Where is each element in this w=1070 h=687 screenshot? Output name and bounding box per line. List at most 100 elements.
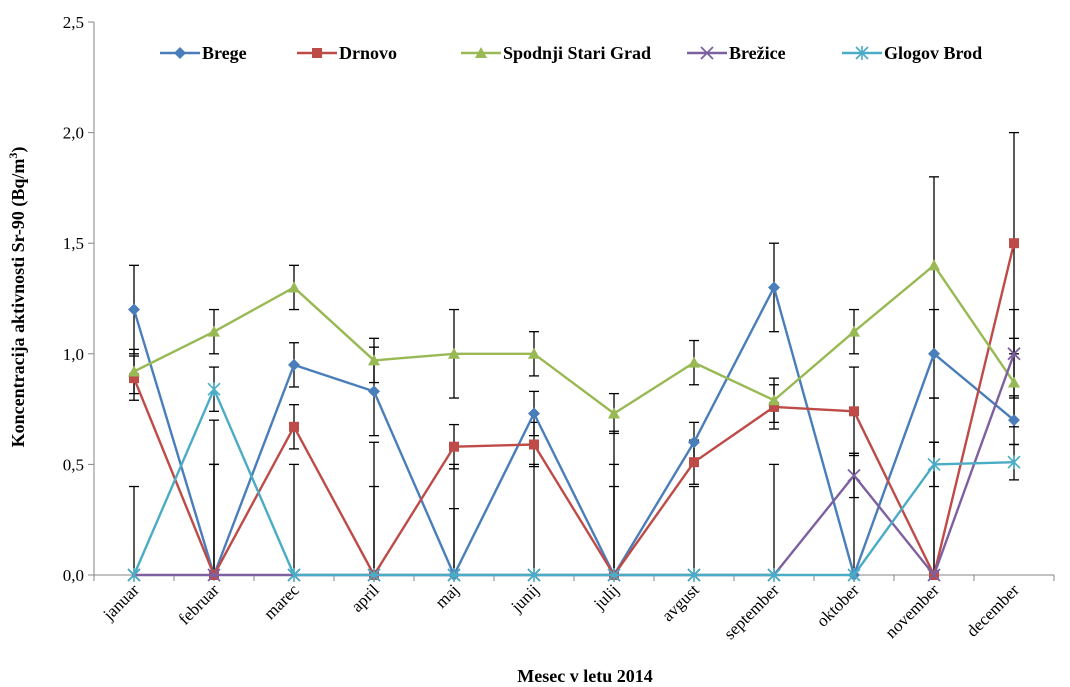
series-drnovo xyxy=(129,238,1019,580)
data-point xyxy=(448,347,460,359)
data-point xyxy=(529,439,539,450)
data-point xyxy=(287,568,301,582)
legend-label: Brege xyxy=(202,43,247,63)
marker-stroke xyxy=(847,468,861,483)
data-point xyxy=(527,568,541,582)
marker-stroke xyxy=(367,568,381,582)
marker-stroke xyxy=(847,568,861,582)
legend-item: Glogov Brod xyxy=(842,43,982,63)
data-point xyxy=(528,407,540,420)
marker-stroke xyxy=(207,382,221,397)
series-lines xyxy=(127,238,1021,582)
axes: 0,0 0,5 1,0 1,5 2,0 2,5 januar februar marec apri… xyxy=(63,13,1055,643)
legend-label: Glogov Brod xyxy=(884,43,982,63)
data-point xyxy=(688,356,700,368)
legend: Brege Drnovo Spodnji Stari Grad Brežice Glog… xyxy=(160,43,982,63)
data-point xyxy=(927,568,941,582)
data-point xyxy=(312,48,322,58)
data-point xyxy=(849,406,859,417)
y-tick-label: 0,5 xyxy=(63,455,84,474)
series-line xyxy=(132,242,1016,577)
data-point xyxy=(689,457,699,468)
x-tick-label: januar xyxy=(99,580,143,624)
data-point xyxy=(129,373,139,384)
data-point xyxy=(475,47,487,58)
marker-stroke xyxy=(607,568,621,582)
y-axis-title-main: Koncentracija aktivnosti Sr-90 (Bq/m xyxy=(8,159,29,448)
data-point xyxy=(528,347,540,359)
data-point xyxy=(927,457,941,472)
marker-stroke xyxy=(767,568,781,582)
series-brege xyxy=(128,281,1020,581)
data-point xyxy=(127,568,141,582)
data-point xyxy=(847,568,861,582)
data-point xyxy=(767,568,781,582)
legend-item: Brežice xyxy=(687,43,786,63)
y-axis-title-superscript: 3 xyxy=(6,153,20,159)
marker-stroke xyxy=(927,568,941,582)
series-spodnji-stari-grad xyxy=(128,259,1020,419)
data-point xyxy=(207,568,221,582)
y-tick-label: 2,5 xyxy=(63,13,84,32)
data-point xyxy=(847,468,861,483)
data-point xyxy=(207,382,221,397)
legend-label: Spodnji Stari Grad xyxy=(503,43,651,63)
data-point xyxy=(768,281,780,294)
data-point xyxy=(1007,347,1021,361)
marker-stroke xyxy=(1007,455,1021,470)
series-glogov-brod xyxy=(127,382,1021,582)
data-point xyxy=(687,568,701,582)
data-point xyxy=(288,358,300,371)
data-point xyxy=(128,303,140,316)
marker-stroke xyxy=(687,568,701,582)
data-point xyxy=(449,441,459,452)
data-point xyxy=(368,385,380,398)
data-point xyxy=(848,325,860,337)
x-tick-label: december xyxy=(963,580,1023,640)
legend-item: Brege xyxy=(160,43,247,63)
x-tick-label: oktober xyxy=(813,580,863,630)
data-point xyxy=(367,568,381,582)
data-point xyxy=(928,259,940,271)
data-point xyxy=(1008,414,1020,427)
y-tick-label: 0,0 xyxy=(63,566,84,585)
data-point xyxy=(608,407,620,419)
data-point xyxy=(208,325,220,337)
legend-item: Spodnji Stari Grad xyxy=(461,43,651,63)
series-line xyxy=(132,286,1015,577)
x-tick-label: maj xyxy=(431,580,462,611)
legend-label: Drnovo xyxy=(339,43,397,63)
data-point xyxy=(607,568,621,582)
x-tick-label: februar xyxy=(175,580,223,628)
data-point xyxy=(855,46,869,60)
y-axis-title-close: ) xyxy=(8,147,29,153)
x-tick-label: junij xyxy=(507,580,543,616)
x-tick-label: november xyxy=(881,580,943,642)
y-axis-title: Koncentracija aktivnosti Sr-90 (Bq/m3) xyxy=(6,147,29,448)
x-tick-label: julij xyxy=(589,580,623,614)
data-point xyxy=(1007,455,1021,470)
legend-label: Brežice xyxy=(729,43,786,63)
data-point xyxy=(128,365,140,377)
x-tick-label: april xyxy=(347,580,383,616)
y-tick-label: 1,0 xyxy=(63,345,84,364)
y-tick-label: 1,5 xyxy=(63,234,84,253)
marker-stroke xyxy=(207,568,221,582)
marker-stroke xyxy=(287,568,301,582)
y-tick-label: 2,0 xyxy=(63,124,84,143)
x-tick-label: marec xyxy=(260,580,303,623)
marker-stroke xyxy=(527,568,541,582)
data-point xyxy=(768,394,780,406)
legend-item: Drnovo xyxy=(297,43,397,63)
data-point xyxy=(368,354,380,366)
series-line xyxy=(134,353,1016,577)
marker-stroke xyxy=(927,457,941,472)
series-line xyxy=(132,387,1015,577)
data-point xyxy=(1009,238,1019,249)
data-point xyxy=(700,46,714,60)
marker-stroke xyxy=(1007,347,1021,361)
marker-stroke xyxy=(127,568,141,582)
marker-stroke xyxy=(855,46,869,60)
data-point xyxy=(174,47,186,59)
